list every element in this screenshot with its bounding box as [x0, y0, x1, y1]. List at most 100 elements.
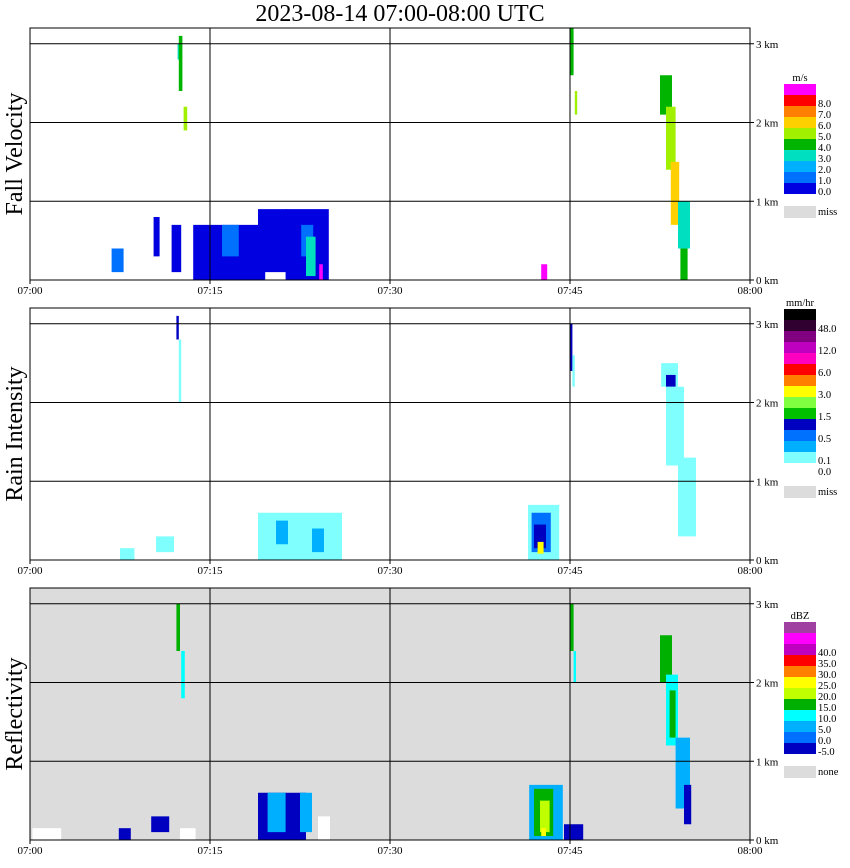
echo-cell	[678, 457, 696, 537]
colorbar-label: 20.0	[818, 692, 836, 703]
colorbar-label: 3.0	[818, 154, 831, 165]
echo-cell	[573, 651, 576, 683]
colorbar-units: m/s	[792, 73, 807, 84]
echo-cell	[300, 792, 312, 833]
echo-cell	[540, 800, 550, 833]
echo-cell	[171, 224, 182, 273]
x-tick-label: 07:00	[17, 845, 43, 857]
colorbar-swatch	[784, 353, 816, 364]
colorbar-swatch	[784, 666, 816, 677]
colorbar-label: 5.0	[818, 725, 831, 736]
colorbar-label: -5.0	[818, 747, 835, 758]
colorbar-swatch	[784, 644, 816, 655]
x-tick-label: 07:00	[17, 285, 43, 297]
echo-cell	[670, 161, 680, 225]
y-tick-label: 2 km	[756, 678, 779, 690]
colorbar-label: 3.0	[818, 390, 831, 401]
colorbar-label: 12.0	[818, 346, 836, 357]
x-tick-label: 07:45	[557, 285, 583, 297]
echo-cell	[666, 106, 676, 170]
colorbar-units: mm/hr	[786, 298, 815, 309]
chart-title: 2023-08-14 07:00-08:00 UTC	[255, 1, 545, 27]
y-tick-label: 3 km	[756, 39, 779, 51]
echo-cell	[570, 28, 574, 76]
colorbar-swatch	[784, 633, 816, 644]
echo-cell	[660, 75, 672, 115]
missing-swatch	[784, 486, 816, 498]
colorbar-label: 40.0	[818, 648, 836, 659]
colorbar-swatch	[784, 721, 816, 732]
x-tick-label: 08:00	[737, 565, 763, 577]
colorbar-label: 0.1	[818, 456, 831, 467]
colorbar-swatch	[784, 419, 816, 430]
colorbar-label: 6.0	[818, 121, 831, 132]
missing-swatch	[784, 766, 816, 778]
echo-cell	[564, 824, 584, 840]
echo-cell	[176, 603, 180, 651]
missing-swatch	[784, 206, 816, 218]
echo-cell	[111, 248, 124, 273]
colorbar-swatch	[784, 117, 816, 128]
echo-cell	[660, 635, 672, 683]
y-tick-label: 2 km	[756, 118, 779, 130]
colorbar-swatch	[784, 320, 816, 331]
echo-cell	[258, 209, 287, 273]
colorbar-swatch	[784, 386, 816, 397]
panel-title: Reflectivity	[2, 657, 28, 770]
missing-label: miss	[818, 487, 837, 498]
y-tick-label: 1 km	[756, 476, 779, 488]
echo-cell	[570, 323, 573, 371]
colorbar-swatch	[784, 106, 816, 117]
colorbar-units: dBZ	[791, 611, 810, 622]
y-tick-label: 3 km	[756, 319, 779, 331]
x-tick-label: 07:15	[197, 565, 223, 577]
x-tick-label: 07:30	[377, 845, 403, 857]
colorbar-swatch	[784, 441, 816, 452]
echo-cell	[306, 236, 316, 277]
colorbar-swatch	[784, 408, 816, 419]
echo-cell	[156, 536, 174, 553]
echo-cell	[276, 520, 288, 545]
x-tick-label: 07:15	[197, 845, 223, 857]
missing-label: none	[818, 767, 839, 778]
colorbar-label: 8.0	[818, 99, 831, 110]
colorbar-swatch	[784, 699, 816, 710]
echo-cell	[120, 548, 135, 560]
echo-cell	[678, 201, 690, 249]
colorbar-label: 6.0	[818, 368, 831, 379]
echo-cell	[684, 784, 692, 825]
x-tick-label: 07:45	[557, 845, 583, 857]
colorbar-label: 4.0	[818, 143, 831, 154]
colorbar-label: 0.0	[818, 467, 831, 478]
echo-cell	[669, 690, 676, 738]
echo-cell	[541, 828, 546, 837]
colorbar-label: 1.0	[818, 176, 831, 187]
echo-cell	[151, 816, 170, 833]
colorbar-swatch	[784, 743, 816, 754]
echo-cell	[572, 355, 575, 387]
colorbar-swatch	[784, 430, 816, 441]
panel-title: Rain Intensity	[2, 366, 28, 501]
panel-title: Fall Velocity	[2, 93, 28, 216]
colorbar-label: 30.0	[818, 670, 836, 681]
colorbar-swatch	[784, 342, 816, 353]
colorbar-label: 0.0	[818, 187, 831, 198]
x-tick-label: 08:00	[737, 845, 763, 857]
colorbar-swatch	[784, 84, 816, 95]
colorbar-label: 0.5	[818, 434, 831, 445]
panel-2: 07:00 07:15 07:30 07:45 08:000 km 1 km 2 km 3 k…	[2, 587, 839, 857]
colorbar-swatch	[784, 150, 816, 161]
colorbar-swatch	[784, 139, 816, 150]
missing-label: miss	[818, 207, 837, 218]
colorbar-swatch	[784, 95, 816, 106]
colorbar-swatch	[784, 677, 816, 688]
colorbar-swatch	[784, 655, 816, 666]
y-tick-label: 2 km	[756, 398, 779, 410]
colorbar-swatch	[784, 622, 816, 633]
colorbar-label: 10.0	[818, 714, 836, 725]
echo-cell	[666, 374, 676, 387]
echo-cell	[570, 603, 574, 651]
echo-cell	[680, 248, 688, 280]
colorbar-swatch	[784, 183, 816, 194]
x-tick-label: 07:45	[557, 565, 583, 577]
